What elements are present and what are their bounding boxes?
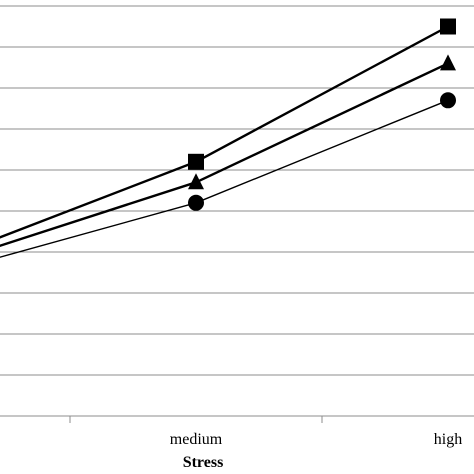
x-axis-title: Stress	[183, 454, 224, 471]
marker-circle-high	[440, 92, 456, 109]
grid-layer	[0, 5, 474, 376]
series-line-circle	[0, 99, 449, 258]
series-layer	[0, 18, 456, 258]
series-line-square	[0, 25, 449, 239]
x-tick-label-medium: medium	[170, 431, 223, 448]
marker-triangle-high	[440, 54, 456, 71]
marker-square-medium	[188, 153, 204, 170]
marker-square-high	[440, 18, 456, 35]
axis-layer	[0, 415, 474, 423]
series-line-triangle	[0, 62, 449, 248]
marker-circle-medium	[188, 194, 204, 211]
marker-triangle-medium	[188, 173, 204, 190]
label-layer: medium high	[170, 431, 462, 448]
x-tick-label-high: high	[434, 431, 462, 448]
